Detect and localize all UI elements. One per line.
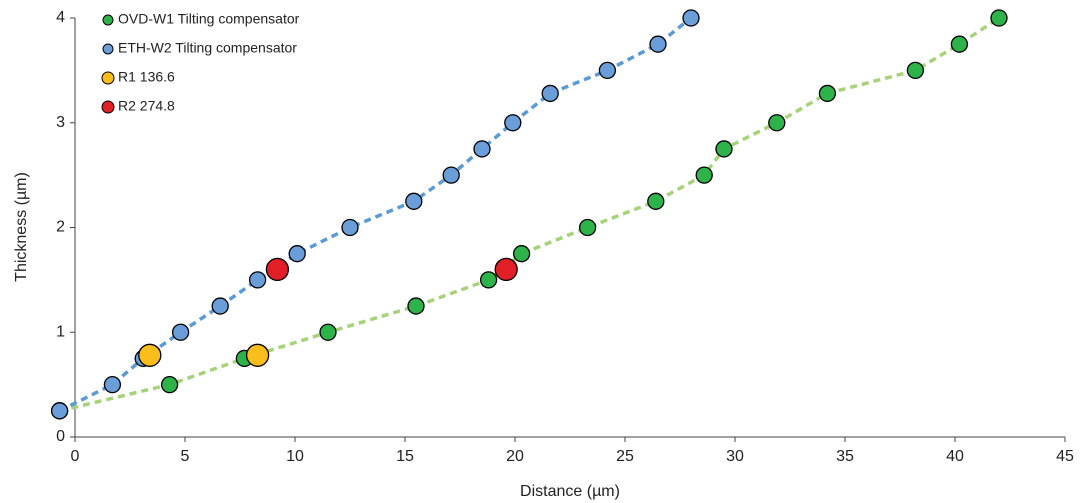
y-tick-label: 2: [56, 219, 65, 236]
point: [245, 343, 270, 367]
legend-label: R2 274.8: [118, 98, 175, 114]
point: [479, 271, 498, 289]
x-tick-label: 40: [946, 448, 964, 465]
legend-marker: [102, 14, 114, 26]
legend-marker: [102, 43, 114, 55]
point: [578, 218, 597, 237]
point: [341, 218, 359, 237]
point: [138, 343, 162, 367]
point: [50, 402, 69, 420]
x-tick-label: 30: [726, 448, 744, 465]
point: [407, 297, 425, 315]
point: [265, 257, 290, 282]
point: [768, 114, 786, 132]
point: [319, 323, 337, 341]
trend-line: [58, 16, 693, 413]
point: [405, 192, 423, 210]
point: [248, 271, 267, 289]
x-tick-label: 25: [616, 448, 634, 465]
point: [695, 166, 713, 184]
point: [103, 375, 122, 394]
legend-marker: [101, 71, 115, 85]
legend-label: R1 136.6: [118, 69, 175, 85]
point: [288, 245, 306, 263]
x-tick-label: 15: [396, 448, 414, 465]
point: [442, 166, 460, 184]
legend: OVD-W1 Tilting compensator ETH-W2 Tilting…: [101, 11, 300, 114]
point: [541, 84, 559, 103]
point: [682, 9, 700, 27]
point: [512, 245, 531, 263]
x-tick-label: 35: [836, 448, 854, 465]
point: [715, 140, 733, 158]
legend-marker: [101, 100, 115, 114]
point: [160, 375, 179, 394]
trend-line: [59, 16, 1000, 413]
point: [211, 297, 229, 315]
point: [504, 114, 522, 132]
point: [906, 61, 925, 80]
point: [494, 257, 518, 282]
y-tick-label: 1: [56, 323, 65, 340]
y-tick-label: 4: [56, 9, 65, 26]
x-tick-label: 45: [1056, 448, 1074, 465]
point: [818, 84, 837, 103]
x-tick-label: 0: [71, 448, 80, 465]
point: [950, 35, 969, 53]
legend-label: ETH-W2 Tilting compensator: [118, 40, 297, 56]
x-tick-label: 5: [181, 448, 190, 465]
x-axis-label: Distance (µm): [520, 483, 620, 500]
point: [171, 323, 190, 341]
y-tick-label: 3: [56, 114, 65, 131]
x-tick-label: 10: [286, 448, 304, 465]
point: [647, 192, 665, 210]
point: [649, 35, 667, 53]
point: [990, 9, 1008, 27]
y-axis-label: Thickness (µm): [13, 172, 30, 282]
y-tick-label: 0: [56, 428, 65, 445]
legend-label: OVD-W1 Tilting compensator: [118, 11, 300, 27]
x-tick-label: 20: [506, 448, 524, 465]
point: [473, 140, 491, 158]
point: [598, 61, 617, 80]
